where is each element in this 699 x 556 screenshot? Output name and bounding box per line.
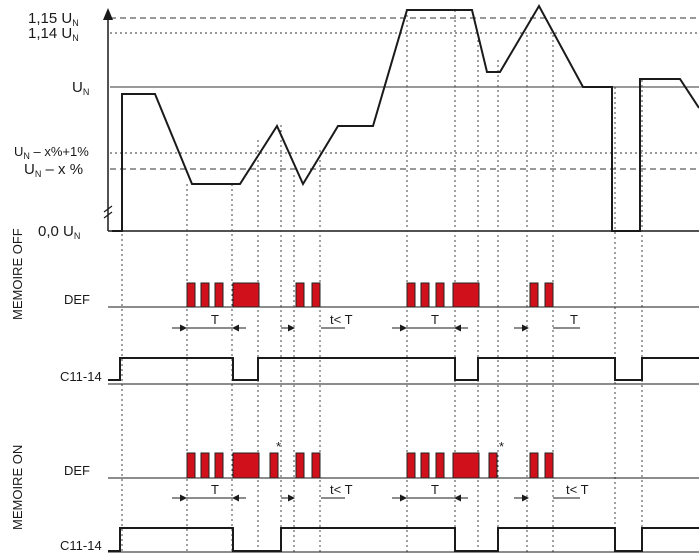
t-label-off-2: T bbox=[431, 312, 439, 327]
label-un-x1: UN – x%+1% bbox=[14, 144, 89, 161]
relay-label-on: C11-14 bbox=[60, 538, 102, 553]
asterisk-1: * bbox=[276, 439, 281, 454]
def-label-on: DEF bbox=[64, 463, 90, 478]
t-less-label-on-1: t< T bbox=[330, 482, 353, 497]
section-memoire-off: MEMOIRE OFF bbox=[10, 228, 25, 320]
def-pulses-off bbox=[186, 282, 554, 308]
t-less-label-off-1: t< T bbox=[330, 312, 353, 327]
relay-label-off: C11-14 bbox=[60, 369, 102, 384]
time-markers bbox=[121, 10, 643, 552]
relay-waveform-off bbox=[108, 357, 699, 381]
label-un: UN bbox=[72, 79, 89, 97]
label-zero: 0,0 UN bbox=[38, 223, 80, 241]
t-label-on-2: T bbox=[431, 482, 439, 497]
t-less-label-on-2: t< T bbox=[566, 482, 589, 497]
label-114-un: 1,14 UN bbox=[28, 25, 79, 43]
def-pulses-on bbox=[186, 452, 554, 479]
y-axis-arrow bbox=[103, 8, 113, 20]
label-un-x: UN – x % bbox=[24, 161, 83, 179]
def-label-off: DEF bbox=[64, 292, 90, 307]
y-axis-break bbox=[103, 205, 113, 219]
label-115-un: 1,15 UN bbox=[28, 10, 79, 28]
section-memoire-on: MEMOIRE ON bbox=[10, 445, 25, 530]
t-label-off-3: T bbox=[570, 312, 578, 327]
t-label-off-1: T bbox=[211, 312, 219, 327]
relay-waveform-on bbox=[108, 527, 699, 552]
t-label-on-1: T bbox=[211, 482, 219, 497]
asterisk-2: * bbox=[499, 439, 504, 454]
voltage-waveform bbox=[112, 3, 699, 232]
